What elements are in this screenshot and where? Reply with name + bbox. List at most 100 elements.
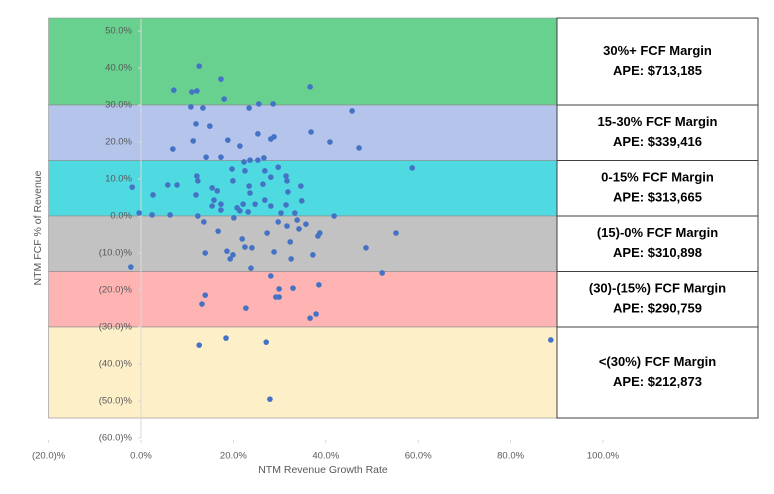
point [242,244,248,250]
band [48,271,558,328]
point [174,182,180,188]
point [298,183,304,189]
point [307,84,313,90]
point [237,143,243,149]
bands: 30%+ FCF Margin APE: $713,185 15-30% FCF M… [48,17,759,419]
point [240,201,246,207]
point [270,101,276,107]
point [214,188,221,194]
point [307,315,313,321]
band-name: 15-30% FCF Margin [598,114,718,129]
point [199,301,205,307]
point [287,239,294,245]
band [48,160,558,217]
point [294,217,300,223]
band [48,17,558,106]
point [316,282,322,288]
point [196,63,203,69]
band-name: 0-15% FCF Margin [601,170,714,185]
point [164,182,171,188]
point [283,173,289,179]
point [349,108,355,114]
point [283,202,289,208]
point [255,131,261,137]
y-tick-label: 0.0% [110,211,132,222]
y-axis-title: NTM FCF % of Revenue [32,170,44,285]
band-name: (15)-0% FCF Margin [597,225,718,240]
point [271,249,277,255]
point [195,178,201,184]
point [202,292,209,298]
point [252,201,258,207]
point [195,213,201,219]
y-tick-label: (60.0)% [99,433,133,444]
x-tick-label: 20.0% [220,451,247,462]
y-tick-label: 30.0% [105,100,132,111]
point [194,173,200,179]
point [275,164,282,170]
point [218,207,224,213]
point [218,201,224,207]
x-tick-label: 100.0% [587,451,620,462]
point [547,337,554,343]
point [189,89,195,95]
point [229,166,235,172]
point [246,105,252,111]
point [193,121,199,127]
point [284,223,290,229]
band-label-box [556,215,759,272]
point [243,305,249,311]
point [327,139,333,145]
point [207,123,213,129]
point [276,286,282,292]
x-axis-title: NTM Revenue Growth Rate [258,464,388,476]
point [296,226,302,232]
point [264,230,270,236]
point [262,168,268,174]
point [298,198,305,204]
point [310,252,316,258]
band-label-box [556,271,759,328]
point [227,256,233,262]
point [363,245,369,251]
point [285,189,291,195]
point [248,265,254,271]
band-ape: APE: $310,898 [613,245,702,260]
point [261,155,267,161]
point [255,157,261,163]
y-tick-label: (10.0)% [99,248,133,259]
y-tick-label: 10.0% [105,174,132,185]
point [268,273,274,279]
band-ape: APE: $212,873 [613,374,702,389]
point [246,183,252,189]
point [290,285,296,291]
point [230,252,236,258]
point [215,228,221,234]
point [249,245,255,251]
point [245,209,251,215]
point [239,236,245,242]
point [260,181,266,187]
band-ape: APE: $290,759 [613,301,702,316]
point [211,197,217,203]
x-tick-label: 0.0% [130,451,152,462]
y-tick-label: 50.0% [105,26,132,37]
point [225,137,231,143]
band-label-box [556,17,759,106]
point [218,154,224,160]
band-label-box [556,326,759,419]
point [150,192,156,198]
y-tick-label: (20.0)% [99,285,133,296]
point [203,154,209,160]
point [303,221,309,227]
point [218,76,224,82]
point [247,190,253,196]
point [356,145,362,151]
point [224,248,230,254]
points [128,63,554,402]
point [288,256,294,262]
point [263,339,270,345]
point [202,250,209,256]
point [170,146,176,152]
y-tick-label: 40.0% [105,63,132,74]
